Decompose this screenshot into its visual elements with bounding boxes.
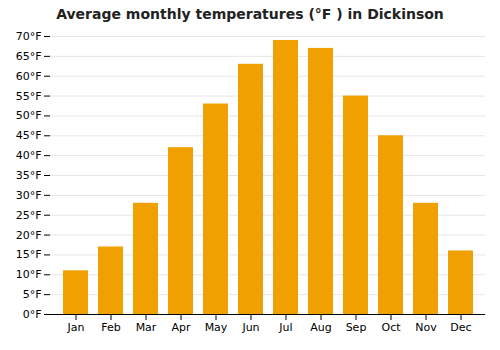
svg-text:Apr: Apr: [171, 321, 191, 334]
svg-text:Nov: Nov: [415, 321, 437, 334]
svg-text:10°F: 10°F: [16, 268, 42, 281]
svg-text:30°F: 30°F: [16, 189, 42, 202]
svg-text:35°F: 35°F: [16, 169, 42, 182]
svg-text:65°F: 65°F: [16, 50, 42, 63]
svg-text:Mar: Mar: [136, 321, 157, 334]
svg-text:55°F: 55°F: [16, 90, 42, 103]
svg-text:Feb: Feb: [101, 321, 120, 334]
svg-text:Jun: Jun: [241, 321, 259, 334]
svg-text:15°F: 15°F: [16, 248, 42, 261]
svg-text:50°F: 50°F: [16, 109, 42, 122]
svg-text:0°F: 0°F: [23, 308, 42, 321]
svg-text:5°F: 5°F: [23, 288, 42, 301]
svg-text:70°F: 70°F: [16, 30, 42, 43]
svg-text:20°F: 20°F: [16, 229, 42, 242]
svg-text:25°F: 25°F: [16, 209, 42, 222]
svg-text:Sep: Sep: [346, 321, 367, 334]
svg-text:Jan: Jan: [67, 321, 85, 334]
svg-text:Dec: Dec: [450, 321, 471, 334]
svg-text:Jul: Jul: [278, 321, 292, 334]
svg-text:40°F: 40°F: [16, 149, 42, 162]
svg-text:May: May: [205, 321, 228, 334]
svg-text:60°F: 60°F: [16, 70, 42, 83]
svg-text:45°F: 45°F: [16, 129, 42, 142]
svg-text:Aug: Aug: [310, 321, 331, 334]
svg-text:Oct: Oct: [381, 321, 401, 334]
html-text:Average monthly temperatures (: Average monthly temperatures (°F ) in Di…: [56, 6, 444, 22]
